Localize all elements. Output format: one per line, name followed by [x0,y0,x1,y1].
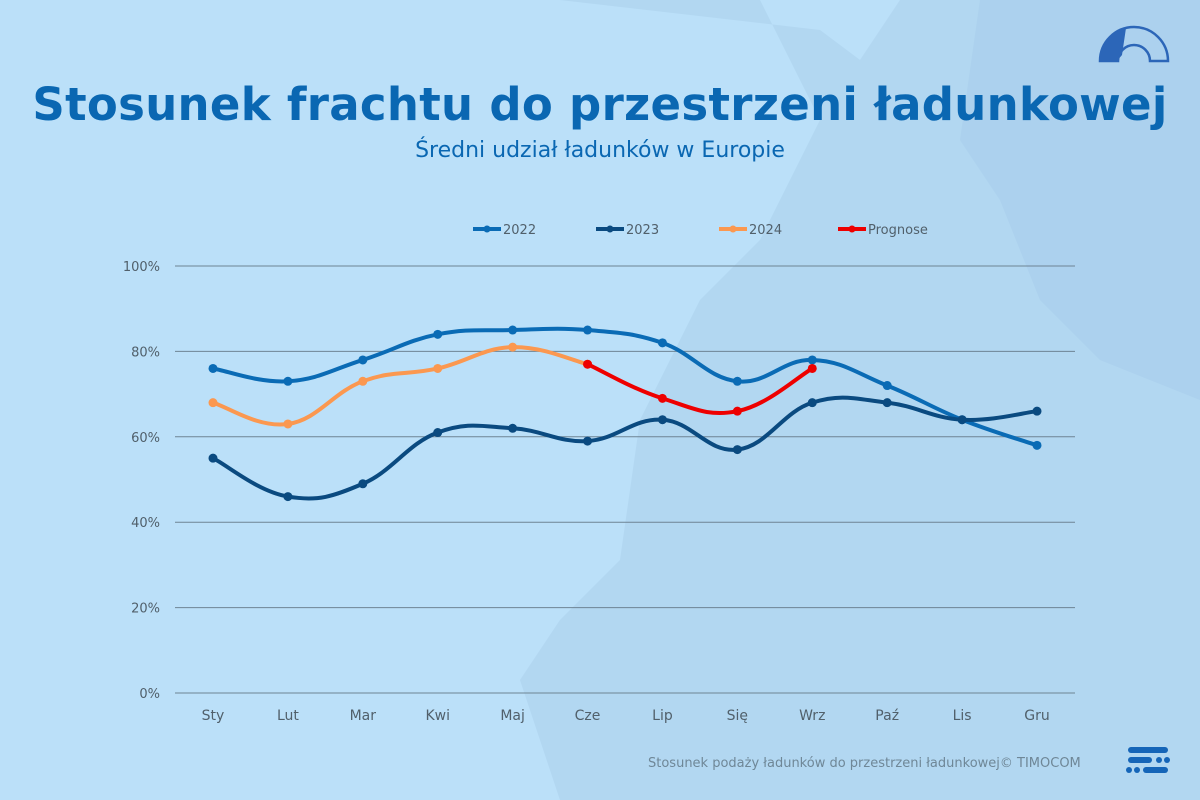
data-point-2023 [283,492,293,502]
x-tick-label: Sty [202,708,225,724]
data-point-2023 [732,445,742,455]
legend-marker [848,225,856,233]
x-tick-label: Lut [277,708,299,724]
x-tick-label: Kwi [425,708,450,724]
legend-marker [483,225,491,233]
chart-title: Stosunek frachtu do przestrzeni ładunkow… [32,78,1168,131]
data-point-2022 [1032,440,1042,450]
y-tick-label: 100% [123,260,160,275]
data-point-2022 [807,355,817,365]
data-point-2023 [807,398,817,408]
data-point-2023 [882,398,892,408]
data-point-2024 [208,398,218,408]
source-note: Stosunek podaży ładunków do przestrzeni … [648,756,1081,771]
data-point-2022 [732,376,742,386]
legend-label: 2022 [503,223,536,238]
series-line-prognose [585,362,815,416]
x-tick-label: Maj [500,708,525,724]
x-tick-label: Mar [350,708,377,724]
data-point-prognose [807,363,817,373]
legend-marker [729,225,737,233]
data-point-2024 [283,419,293,429]
x-tick-label: Lis [953,708,972,724]
data-point-2022 [358,355,368,365]
x-tick-label: Wrz [799,708,825,724]
data-point-prognose [657,393,667,403]
data-point-2023 [583,436,593,446]
legend-label: 2024 [749,223,782,238]
data-point-2023 [208,453,218,463]
data-point-prognose [583,359,593,369]
x-tick-label: Paź [875,708,899,724]
data-point-2023 [657,415,667,425]
gauge-icon [1098,25,1170,63]
series-line-2024 [211,345,590,427]
data-point-2023 [358,479,368,489]
data-point-2022 [508,325,518,335]
y-tick-label: 60% [131,431,160,446]
data-point-2022 [583,325,593,335]
data-point-prognose [732,406,742,416]
data-point-2024 [433,363,443,373]
data-point-2023 [1032,406,1042,416]
legend-marker [606,225,614,233]
x-tick-label: Cze [575,708,601,724]
data-point-2023 [433,428,443,438]
data-point-2023 [957,415,967,425]
timocom-logo [1126,747,1170,773]
y-tick-label: 80% [131,345,160,360]
series-line-2023 [211,395,1039,501]
x-tick-label: Się [727,708,748,724]
data-point-2022 [657,338,667,348]
y-tick-label: 20% [131,602,160,617]
data-point-2022 [283,376,293,386]
data-point-2022 [433,329,443,339]
y-tick-label: 40% [131,516,160,531]
data-point-2022 [208,363,218,373]
x-tick-label: Lip [652,708,673,724]
chart-subtitle: Średni udział ładunków w Europie [415,138,785,163]
data-point-2024 [508,342,518,352]
y-tick-label: 0% [139,687,160,702]
data-point-2024 [358,376,368,386]
legend-label: 2023 [626,223,659,238]
legend-label: Prognose [868,223,928,238]
data-point-2023 [508,423,518,433]
x-tick-label: Gru [1024,708,1049,724]
data-point-2022 [882,381,892,391]
